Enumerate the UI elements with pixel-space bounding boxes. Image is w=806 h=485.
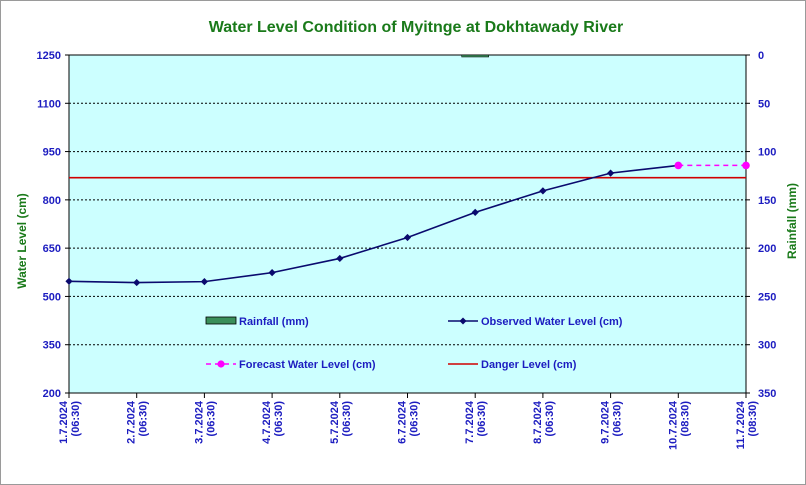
x-tick-label: 3.7.2024(06:30) (193, 400, 217, 444)
x-tick-label: 6.7.2024(06:30) (397, 400, 421, 444)
right-tick-label: 150 (758, 195, 776, 207)
observed-series (65, 161, 682, 287)
legend-label: Danger Level (cm) (481, 359, 577, 371)
observed-point (268, 269, 276, 277)
x-tick-label: 10.7.2024(08:30) (667, 400, 691, 450)
legend-marker-forecast (217, 360, 225, 368)
left-tick-label: 1250 (37, 50, 61, 62)
right-tick-label: 200 (758, 243, 776, 255)
forecast-series (674, 161, 750, 170)
x-tick-label: 4.7.2024(06:30) (261, 400, 285, 444)
rainfall-bar (461, 54, 489, 58)
left-tick-label: 350 (43, 340, 61, 352)
x-tick-label: 5.7.2024(06:30) (329, 400, 353, 444)
plot-area (68, 54, 747, 394)
observed-point (471, 208, 479, 217)
left-tick-label: 950 (43, 147, 61, 159)
legend-marker-observed (459, 317, 467, 325)
right-tick-label: 0 (758, 50, 764, 62)
rainfall-bars (461, 54, 489, 58)
x-tick-label: 2.7.2024(06:30) (126, 400, 150, 444)
observed-point (539, 187, 547, 195)
left-tick-label: 650 (43, 243, 61, 255)
observed-point (133, 278, 141, 287)
observed-line (68, 164, 679, 284)
forecast-point (674, 161, 683, 170)
x-axis-ticks: 1.7.2024(06:30) 2.7.2024(06:30) 3.7.2024(0… (58, 393, 759, 450)
x-tick-label: 9.7.2024(06:30) (600, 400, 624, 444)
forecast-point (742, 161, 750, 170)
right-tick-label: 50 (758, 98, 770, 110)
left-tick-label: 800 (43, 195, 61, 207)
chart-title: Water Level Condition of Myitnge at Dokh… (209, 19, 624, 36)
legend: Rainfall (mm) Observed Water Level (cm) Fo… (205, 316, 623, 371)
x-tick-label: 8.7.2024(06:30) (532, 400, 556, 444)
x-tick-label: 11.7.2024(08:30) (735, 400, 759, 449)
left-tick-label: 500 (43, 291, 61, 303)
legend-label: Rainfall (mm) (239, 316, 309, 328)
observed-point (403, 233, 412, 242)
y-axis-label: Water Level (cm) (15, 193, 29, 289)
legend-swatch-rainfall (205, 316, 237, 325)
observed-point (65, 277, 73, 285)
left-axis-ticks: 200 350 500 650 800 950 1100 1250 (37, 50, 69, 400)
x-tick-label: 7.7.2024(06:30) (464, 400, 488, 444)
grid-lines (69, 54, 746, 346)
right-tick-label: 100 (758, 147, 776, 159)
legend-label: Forecast Water Level (cm) (239, 359, 376, 371)
legend-label: Observed Water Level (cm) (481, 316, 623, 328)
right-axis-ticks: 0 50 100 150 200 250 300 350 (746, 50, 776, 400)
right-tick-label: 350 (758, 388, 776, 400)
observed-point (607, 169, 615, 177)
left-tick-label: 1100 (37, 98, 61, 110)
observed-point (200, 278, 208, 286)
left-tick-label: 200 (43, 388, 61, 400)
right-tick-label: 250 (758, 291, 776, 303)
right-tick-label: 300 (758, 340, 776, 352)
y2-axis-label: Rainfall (mm) (785, 183, 799, 259)
x-tick-label: 1.7.2024(06:30) (58, 400, 82, 444)
